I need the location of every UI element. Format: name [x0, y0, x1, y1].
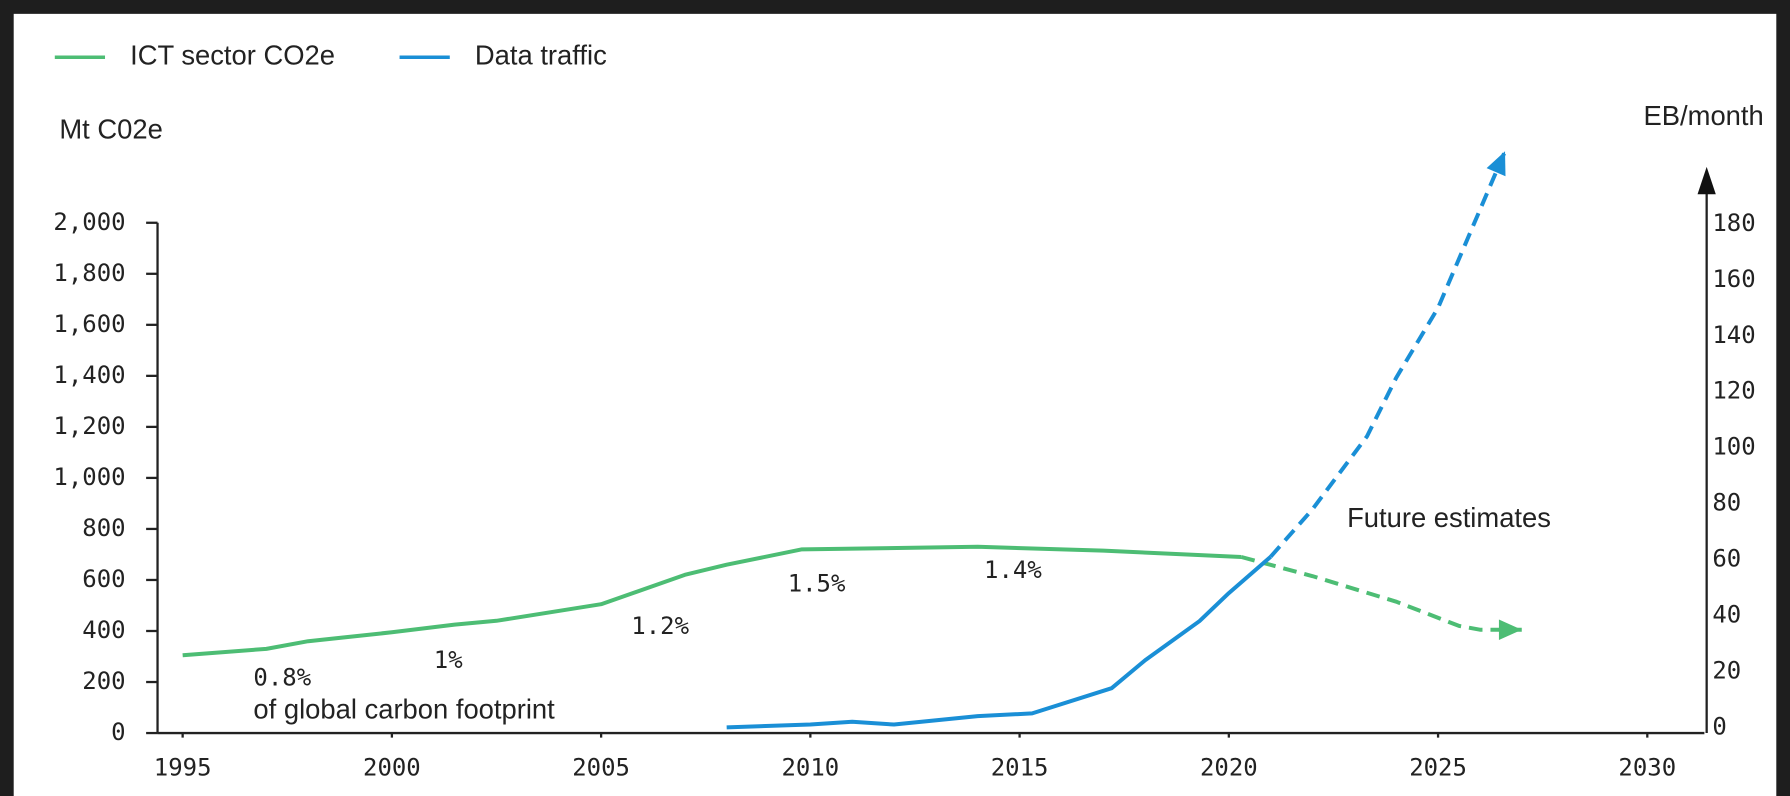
legend-label: ICT sector CO2e	[130, 39, 335, 70]
x-tick-label: 2000	[363, 753, 421, 781]
y-tick-label: 1,200	[53, 412, 125, 440]
y2-tick-label: 140	[1712, 321, 1755, 349]
panel	[13, 13, 1777, 796]
series-line	[182, 544, 1242, 658]
series-line-estimate	[1269, 150, 1507, 559]
annotation: 1.4%	[984, 556, 1042, 584]
arrowhead	[1498, 619, 1522, 640]
x-tick-label: 1995	[154, 753, 212, 781]
annotation: 1%	[434, 646, 463, 674]
y2-tick-label: 20	[1712, 656, 1741, 684]
y2-tick-label: 180	[1712, 209, 1755, 237]
y-tick-label: 1,000	[53, 463, 125, 491]
x-tick-label: 2025	[1409, 753, 1467, 781]
y-tick-label: 2,000	[53, 208, 125, 236]
y-tick-label: 0	[111, 718, 125, 746]
y2-tick-label: 120	[1712, 377, 1755, 405]
annotation: Future estimates	[1347, 502, 1551, 533]
y2-tick-label: 60	[1712, 545, 1741, 573]
y-tick-label: 1,600	[53, 310, 125, 338]
series-line	[726, 555, 1272, 730]
x-tick-label: 2010	[781, 753, 839, 781]
x-tick-label: 2015	[991, 753, 1049, 781]
annotation: of global carbon footprint	[253, 694, 555, 725]
y-axis-label: Mt C02e	[59, 114, 162, 145]
y2-tick-label: 0	[1712, 712, 1726, 740]
y-tick-label: 800	[82, 514, 125, 542]
y2-tick-label: 160	[1712, 265, 1755, 293]
x-tick-label: 2005	[572, 753, 630, 781]
y-tick-label: 400	[82, 616, 125, 644]
y-tick-label: 200	[82, 667, 125, 695]
annotation: 1.5%	[788, 570, 846, 598]
y2-axis-arrow	[1697, 166, 1716, 195]
y2-tick-label: 100	[1712, 433, 1755, 461]
y-tick-label: 1,800	[53, 259, 125, 287]
annotation: 0.8%	[253, 663, 311, 691]
y2-axis-label: EB/month	[1644, 100, 1764, 131]
x-tick-label: 2030	[1618, 753, 1676, 781]
y2-tick-label: 40	[1712, 600, 1741, 628]
annotation: 1.2%	[631, 612, 689, 640]
x-tick-label: 2020	[1200, 753, 1258, 781]
y-tick-label: 600	[82, 565, 125, 593]
legend-label: Data traffic	[475, 39, 607, 70]
arrowhead	[1486, 151, 1506, 177]
y-tick-label: 1,400	[53, 361, 125, 389]
y2-tick-label: 80	[1712, 489, 1741, 517]
